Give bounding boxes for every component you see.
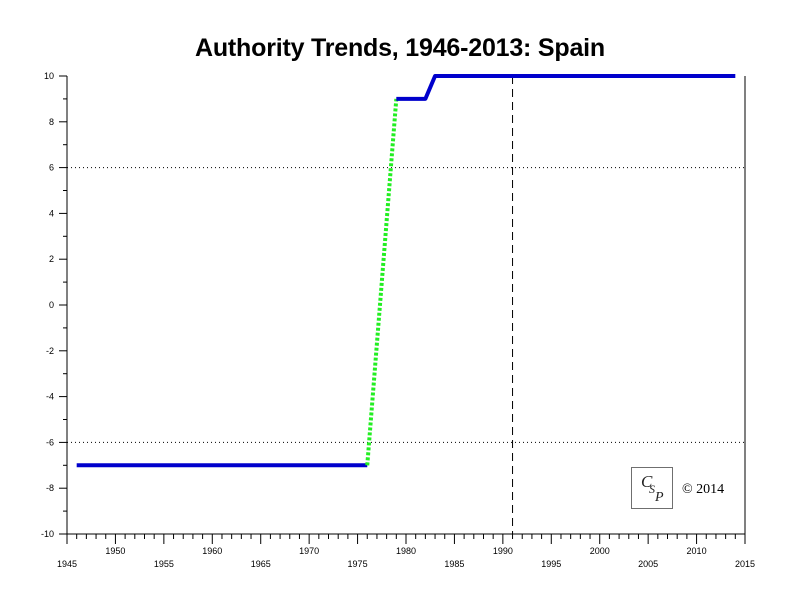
y-tick-label: -10 xyxy=(41,529,54,539)
copyright-text: © 2014 xyxy=(682,482,725,497)
y-tick-label: -6 xyxy=(46,437,54,447)
x-tick-label: 1975 xyxy=(348,559,368,569)
x-tick-label: 2015 xyxy=(735,559,755,569)
x-tick-label: 1945 xyxy=(57,559,77,569)
series-line-polity-late xyxy=(396,74,736,101)
reference-lines xyxy=(67,76,745,534)
x-tick-label: 2000 xyxy=(590,546,610,556)
y-tick-label: 4 xyxy=(49,208,54,218)
x-tick-label: 1995 xyxy=(541,559,561,569)
series-lines xyxy=(76,74,736,468)
y-tick-label: 2 xyxy=(49,254,54,264)
series-line-transition xyxy=(365,98,399,466)
x-tick-label: 1960 xyxy=(202,546,222,556)
y-tick-label: 8 xyxy=(49,117,54,127)
x-tick-label: 1965 xyxy=(251,559,271,569)
x-tick-label: 2010 xyxy=(687,546,707,556)
svg-text:S: S xyxy=(649,482,655,496)
x-axis-ticks: 1945 1950 1955 1960 1965 1970 1975 1980 1985 1990… xyxy=(57,534,755,569)
y-tick-label: -4 xyxy=(46,392,54,402)
svg-text:P: P xyxy=(654,490,664,505)
y-axis-ticks: -10 -8 -6 -4 -2 0 2 4 6 8 10 xyxy=(41,71,67,539)
x-tick-label: 1990 xyxy=(493,546,513,556)
csp-logo: C S P xyxy=(631,467,673,509)
y-tick-label: -8 xyxy=(46,483,54,493)
x-tick-label: 1950 xyxy=(105,546,125,556)
y-tick-label: -2 xyxy=(46,346,54,356)
csp-logo-mark: C S P xyxy=(641,472,664,505)
x-tick-label: 2005 xyxy=(638,559,658,569)
x-tick-label: 1970 xyxy=(299,546,319,556)
svg-text:C: C xyxy=(641,472,653,491)
x-tick-label: 1980 xyxy=(396,546,416,556)
x-tick-label: 1955 xyxy=(154,559,174,569)
y-tick-label: 0 xyxy=(49,300,54,310)
chart-title: Authority Trends, 1946-2013: Spain xyxy=(195,34,605,62)
y-tick-label: 10 xyxy=(44,71,54,81)
y-tick-label: 6 xyxy=(49,163,54,173)
x-tick-label: 1985 xyxy=(444,559,464,569)
